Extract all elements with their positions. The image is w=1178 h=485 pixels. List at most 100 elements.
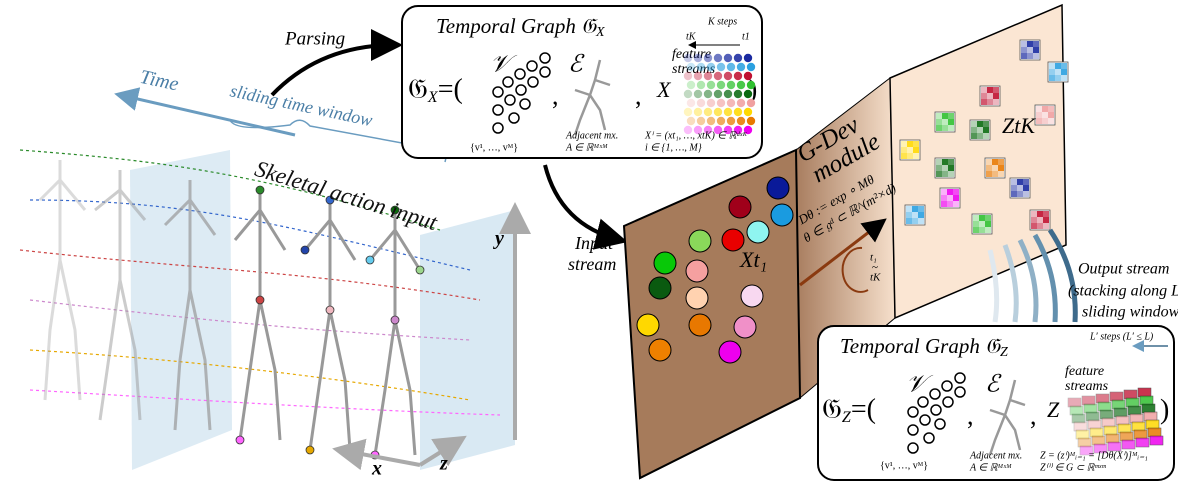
stack-cell bbox=[1120, 432, 1133, 441]
feature-dot bbox=[717, 117, 725, 125]
stack-cell bbox=[1116, 416, 1129, 425]
back-plane bbox=[130, 150, 232, 470]
feature-dot bbox=[684, 72, 692, 80]
matrix-icon bbox=[1030, 210, 1050, 230]
stack-cell bbox=[1132, 422, 1145, 431]
feature-dot bbox=[727, 99, 735, 107]
stack-cell bbox=[1134, 430, 1147, 439]
stack-cell bbox=[1112, 400, 1125, 409]
feature-dot bbox=[717, 99, 725, 107]
feature-dot bbox=[717, 81, 725, 89]
matrix-icon bbox=[970, 120, 990, 140]
feature-dot bbox=[697, 117, 705, 125]
label: ZtK bbox=[1002, 113, 1036, 138]
stack-cell bbox=[1082, 396, 1095, 405]
label: feature bbox=[1065, 364, 1104, 379]
stack-cell bbox=[1084, 404, 1097, 413]
parse-arrow bbox=[272, 45, 395, 95]
feature-dot bbox=[684, 90, 692, 98]
feature-dot bbox=[744, 108, 752, 116]
feature-dot bbox=[687, 117, 695, 125]
matrix-icon bbox=[980, 86, 1000, 106]
feature-dot bbox=[724, 72, 732, 80]
label: tK bbox=[686, 31, 697, 42]
label: {v¹, …, vᴹ} bbox=[880, 460, 928, 471]
diagram: Time sliding time window Skeletal action… bbox=[0, 0, 1178, 485]
label: Parsing bbox=[284, 28, 345, 49]
stack-cell bbox=[1090, 428, 1103, 437]
punct: , bbox=[635, 81, 642, 110]
stack-cell bbox=[1144, 412, 1157, 421]
feature-dot bbox=[727, 117, 735, 125]
matrix-icon bbox=[935, 112, 955, 132]
feature-dot bbox=[727, 81, 735, 89]
stack-cell bbox=[1126, 398, 1139, 407]
stack-cell bbox=[1078, 438, 1091, 447]
matrix-icon bbox=[972, 214, 992, 234]
input-arrow bbox=[545, 165, 620, 240]
feature-dot bbox=[744, 72, 752, 80]
feature-dot bbox=[724, 54, 732, 62]
feature-dot bbox=[734, 54, 742, 62]
label: tK bbox=[870, 272, 881, 284]
axis-label: z bbox=[439, 453, 448, 475]
feature-dot bbox=[744, 90, 752, 98]
axis-label: y bbox=[493, 228, 504, 250]
label: sliding windows) bbox=[1082, 304, 1178, 321]
stack-cell bbox=[1130, 414, 1143, 423]
stack-cell bbox=[1146, 420, 1159, 429]
symbol: Z bbox=[1047, 397, 1060, 422]
feature-dot bbox=[734, 72, 742, 80]
feature-dot bbox=[734, 108, 742, 116]
punct: , bbox=[552, 81, 559, 110]
stack-cell bbox=[1148, 428, 1161, 437]
feature-dot bbox=[744, 54, 752, 62]
feature-dot bbox=[694, 54, 702, 62]
title: Temporal Graph 𝔊X bbox=[436, 14, 605, 40]
label: A ∈ ℝᴹˣᴹ bbox=[565, 142, 608, 153]
label: Output stream bbox=[1078, 261, 1169, 278]
title: Temporal Graph 𝔊Z bbox=[840, 334, 1008, 360]
punct: , bbox=[1030, 401, 1037, 430]
label: i ∈ {1, …, M} bbox=[645, 142, 702, 153]
stack-cell bbox=[1142, 404, 1155, 413]
feature-dot bbox=[687, 99, 695, 107]
feature-grid bbox=[684, 54, 755, 134]
symbol: ℰ bbox=[985, 372, 1002, 398]
feature-dot bbox=[694, 72, 702, 80]
label: stream bbox=[568, 254, 616, 274]
label: K steps bbox=[707, 16, 737, 27]
stack-cell bbox=[1136, 438, 1149, 447]
stack-cell bbox=[1068, 398, 1081, 407]
feature-dot bbox=[684, 108, 692, 116]
feature-dot bbox=[704, 108, 712, 116]
matrix-icon bbox=[905, 205, 925, 225]
label: Adjacent mx. bbox=[565, 130, 618, 141]
label: Time bbox=[138, 66, 181, 96]
matrix-icon bbox=[900, 140, 920, 160]
feature-dot bbox=[734, 90, 742, 98]
feature-dot bbox=[707, 81, 715, 89]
label: Z⁽ⁱ⁾ ∈ G ⊂ ℝᵐˣᵐ bbox=[1040, 462, 1106, 473]
feature-dot bbox=[714, 90, 722, 98]
feature-dot bbox=[707, 99, 715, 107]
stack-cell bbox=[1092, 436, 1105, 445]
stack-cell bbox=[1106, 434, 1119, 443]
matrix-icon bbox=[985, 158, 1005, 178]
stack-cell bbox=[1140, 396, 1153, 405]
stack-cell bbox=[1088, 420, 1101, 429]
label: (stacking along L′ bbox=[1068, 283, 1178, 300]
feature-dot bbox=[704, 72, 712, 80]
feature-dot bbox=[694, 90, 702, 98]
feature-dot bbox=[697, 81, 705, 89]
label: Input bbox=[574, 233, 614, 253]
feature-dot bbox=[707, 117, 715, 125]
feature-dot bbox=[687, 63, 695, 71]
feature-dot bbox=[707, 63, 715, 71]
label: L′ steps (L′ ≤ L) bbox=[1089, 331, 1154, 342]
feature-dot bbox=[737, 81, 745, 89]
feature-dot bbox=[714, 54, 722, 62]
matrix-icon bbox=[1020, 40, 1040, 60]
stack-cell bbox=[1128, 406, 1141, 415]
label: Skeletal action input bbox=[252, 156, 441, 235]
